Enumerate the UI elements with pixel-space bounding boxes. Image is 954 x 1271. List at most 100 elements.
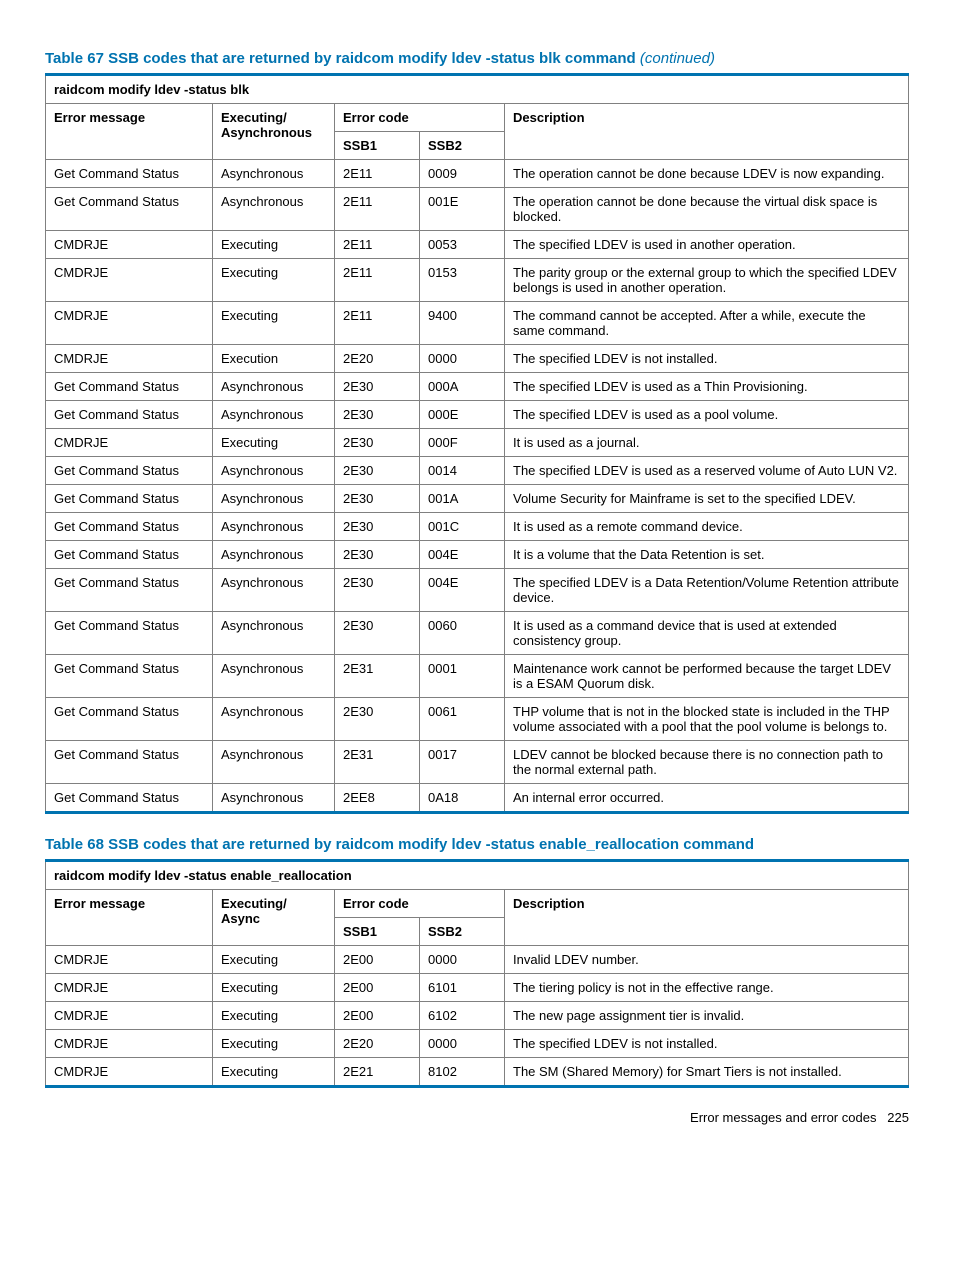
cell-ssb2: 8102 xyxy=(420,1058,505,1087)
table-row: CMDRJEExecuting2E218102The SM (Shared Me… xyxy=(46,1058,909,1087)
table-row: CMDRJEExecution2E200000The specified LDE… xyxy=(46,345,909,373)
table-row: Get Command StatusAsynchronous2E300061TH… xyxy=(46,698,909,741)
cell-ssb1: 2E11 xyxy=(335,231,420,259)
cell-desc: The new page assignment tier is invalid. xyxy=(505,1002,909,1030)
cell-msg: CMDRJE xyxy=(46,429,213,457)
cell-msg: Get Command Status xyxy=(46,373,213,401)
cell-exec: Executing xyxy=(213,302,335,345)
cell-desc: It is used as a command device that is u… xyxy=(505,612,909,655)
table-row: Get Command StatusAsynchronous2E300060It… xyxy=(46,612,909,655)
table67-title-text: Table 67 SSB codes that are returned by … xyxy=(45,50,636,67)
cell-ssb1: 2E20 xyxy=(335,345,420,373)
cell-ssb2: 0A18 xyxy=(420,784,505,813)
cell-desc: The specified LDEV is used as a pool vol… xyxy=(505,401,909,429)
table-row: CMDRJEExecuting2E200000The specified LDE… xyxy=(46,1030,909,1058)
table-row: CMDRJEExecuting2E119400The command canno… xyxy=(46,302,909,345)
cell-ssb1: 2E00 xyxy=(335,974,420,1002)
cell-ssb2: 0001 xyxy=(420,655,505,698)
cell-ssb1: 2E30 xyxy=(335,401,420,429)
cell-msg: CMDRJE xyxy=(46,302,213,345)
cell-ssb1: 2E31 xyxy=(335,741,420,784)
table68-title: Table 68 SSB codes that are returned by … xyxy=(45,836,909,853)
cell-desc: The SM (Shared Memory) for Smart Tiers i… xyxy=(505,1058,909,1087)
th-error-message: Error message xyxy=(46,890,213,946)
cell-exec: Executing xyxy=(213,1002,335,1030)
cell-ssb2: 0000 xyxy=(420,946,505,974)
cell-ssb1: 2E30 xyxy=(335,698,420,741)
cell-ssb2: 0000 xyxy=(420,1030,505,1058)
cell-ssb1: 2E30 xyxy=(335,485,420,513)
cell-exec: Asynchronous xyxy=(213,541,335,569)
cell-ssb1: 2E21 xyxy=(335,1058,420,1087)
cell-msg: CMDRJE xyxy=(46,1002,213,1030)
th-error-message: Error message xyxy=(46,104,213,160)
table-row: Get Command StatusAsynchronous2E30001CIt… xyxy=(46,513,909,541)
table-row: Get Command StatusAsynchronous2E310001Ma… xyxy=(46,655,909,698)
cell-desc: LDEV cannot be blocked because there is … xyxy=(505,741,909,784)
table67-continued: (continued) xyxy=(640,50,715,67)
cell-ssb1: 2E20 xyxy=(335,1030,420,1058)
cell-ssb2: 6101 xyxy=(420,974,505,1002)
cell-desc: The specified LDEV is used in another op… xyxy=(505,231,909,259)
table-row: CMDRJEExecuting2E110053The specified LDE… xyxy=(46,231,909,259)
cell-msg: Get Command Status xyxy=(46,655,213,698)
cell-ssb2: 0053 xyxy=(420,231,505,259)
cell-desc: The command cannot be accepted. After a … xyxy=(505,302,909,345)
cell-ssb2: 004E xyxy=(420,569,505,612)
cell-exec: Asynchronous xyxy=(213,698,335,741)
table-row: Get Command StatusAsynchronous2E110009Th… xyxy=(46,160,909,188)
table-row: CMDRJEExecuting2E006101The tiering polic… xyxy=(46,974,909,1002)
cell-ssb2: 001C xyxy=(420,513,505,541)
cell-desc: The specified LDEV is used as a reserved… xyxy=(505,457,909,485)
th-ssb1: SSB1 xyxy=(335,132,420,160)
table67-title: Table 67 SSB codes that are returned by … xyxy=(45,50,909,67)
th-error-code: Error code xyxy=(335,890,505,918)
cell-desc: The specified LDEV is not installed. xyxy=(505,345,909,373)
cell-msg: CMDRJE xyxy=(46,1030,213,1058)
cell-ssb1: 2E11 xyxy=(335,188,420,231)
cell-msg: Get Command Status xyxy=(46,457,213,485)
footer-text: Error messages and error codes xyxy=(690,1110,876,1125)
cell-exec: Asynchronous xyxy=(213,741,335,784)
cell-msg: Get Command Status xyxy=(46,741,213,784)
cell-desc: Maintenance work cannot be performed bec… xyxy=(505,655,909,698)
cell-msg: Get Command Status xyxy=(46,160,213,188)
cell-exec: Asynchronous xyxy=(213,373,335,401)
th-description: Description xyxy=(505,104,909,160)
cell-exec: Asynchronous xyxy=(213,655,335,698)
cell-exec: Asynchronous xyxy=(213,457,335,485)
cell-msg: Get Command Status xyxy=(46,569,213,612)
table-row: Get Command StatusAsynchronous2E30000ATh… xyxy=(46,373,909,401)
table-row: Get Command StatusAsynchronous2E30004ETh… xyxy=(46,569,909,612)
th-ssb2: SSB2 xyxy=(420,918,505,946)
cell-ssb2: 004E xyxy=(420,541,505,569)
cell-msg: Get Command Status xyxy=(46,612,213,655)
page-footer: Error messages and error codes 225 xyxy=(45,1110,909,1125)
cell-exec: Executing xyxy=(213,946,335,974)
cell-exec: Asynchronous xyxy=(213,188,335,231)
cell-desc: Invalid LDEV number. xyxy=(505,946,909,974)
table-row: Get Command StatusAsynchronous2E300014Th… xyxy=(46,457,909,485)
th-description: Description xyxy=(505,890,909,946)
cell-ssb2: 0009 xyxy=(420,160,505,188)
table-row: Get Command StatusAsynchronous2E11001ETh… xyxy=(46,188,909,231)
cell-ssb2: 0000 xyxy=(420,345,505,373)
cell-ssb1: 2E30 xyxy=(335,373,420,401)
cell-ssb1: 2E30 xyxy=(335,569,420,612)
cell-ssb2: 0061 xyxy=(420,698,505,741)
cell-ssb2: 0153 xyxy=(420,259,505,302)
cell-ssb1: 2E11 xyxy=(335,302,420,345)
cell-ssb2: 6102 xyxy=(420,1002,505,1030)
cell-ssb2: 0014 xyxy=(420,457,505,485)
cell-desc: THP volume that is not in the blocked st… xyxy=(505,698,909,741)
cell-msg: CMDRJE xyxy=(46,231,213,259)
cell-msg: Get Command Status xyxy=(46,698,213,741)
cell-ssb1: 2EE8 xyxy=(335,784,420,813)
cell-desc: It is used as a journal. xyxy=(505,429,909,457)
cell-ssb2: 000F xyxy=(420,429,505,457)
table68: raidcom modify ldev -status enable_reall… xyxy=(45,859,909,1088)
cell-exec: Executing xyxy=(213,1030,335,1058)
cell-desc: The operation cannot be done because the… xyxy=(505,188,909,231)
cell-msg: CMDRJE xyxy=(46,1058,213,1087)
cell-exec: Executing xyxy=(213,259,335,302)
